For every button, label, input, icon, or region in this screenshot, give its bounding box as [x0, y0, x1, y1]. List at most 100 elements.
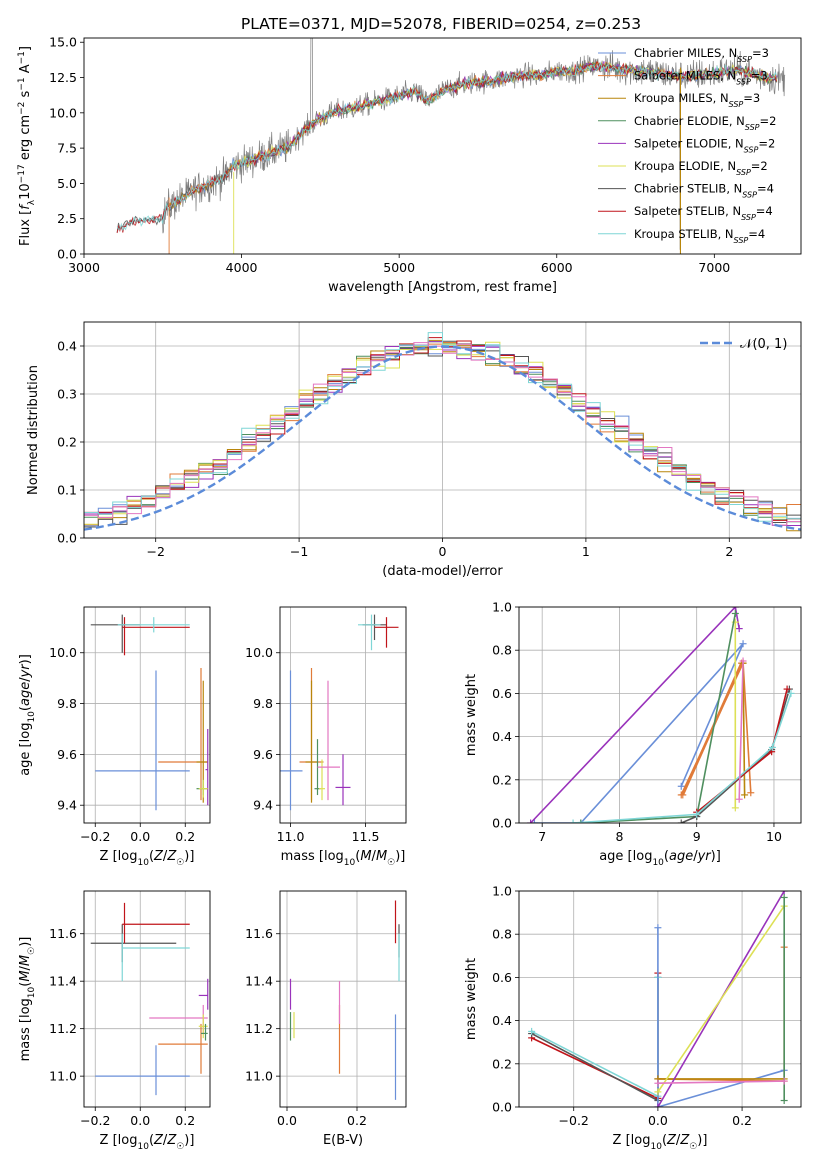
massweight-vs-age-marks [527, 607, 795, 823]
y-tick-label: 0.0 [57, 247, 77, 262]
legend-entry: Kroupa ELODIE, NSSP=2 [634, 159, 768, 177]
y-tick-label: 10.0 [49, 645, 77, 660]
x-axis-label: age [log10(age/yr)] [599, 849, 721, 868]
y-tick-label: 7.5 [57, 141, 77, 156]
weight-line-salpeter_stelib [531, 973, 659, 1100]
age-vs-mass-frame [279, 606, 407, 824]
legend-entry: Chabrier MILES, NSSP=3 [634, 46, 769, 64]
y-tick-label: 0.4 [492, 729, 512, 744]
weight-line-kroupa_stelib [531, 977, 659, 1098]
y-tick-label: 9.8 [57, 696, 77, 711]
y-tick-label: 9.8 [253, 696, 273, 711]
y-tick-label: 0.0 [492, 816, 512, 831]
y-tick-label: 11.4 [245, 974, 273, 989]
mass-vs-Z-panel: −0.2 0.0 0.2 11.0 11.2 11.4 11.6 Z [log10(Z/Z☉)… [18, 890, 211, 1152]
massweight-vs-age-panel: 7 8 9 10 0.0 0.2 0.4 0.6 0.8 1.0 age [log10(age/yr… [464, 600, 802, 868]
y-tick-label: 0.6 [492, 970, 512, 985]
figure-title: PLATE=0371, MJD=52078, FIBERID=0254, z=0… [241, 15, 641, 33]
y-tick-label: 0.6 [492, 686, 512, 701]
weight-line-salpeter_miles [681, 662, 743, 796]
x-tick-label: 9 [693, 829, 701, 844]
y-tick-label: 0.8 [492, 927, 512, 942]
weight-line-pink [738, 660, 744, 800]
x-tick-label: 0.2 [175, 829, 195, 844]
y-tick-label: 0.2 [492, 772, 512, 787]
weight-line-chabrier_stelib [680, 688, 791, 823]
x-tick-label: 0.0 [277, 1113, 297, 1128]
y-tick-label: 1.0 [492, 884, 512, 899]
y-tick-label: 0.0 [57, 531, 77, 546]
residuals-frame [83, 321, 802, 539]
residuals-marks [84, 332, 801, 532]
x-tick-label: 6000 [541, 260, 573, 275]
histogram-kroupa_stelib [84, 332, 801, 522]
x-axis-label: E(B-V) [323, 1133, 363, 1148]
x-tick-label: −0.2 [559, 1113, 589, 1128]
weight-line-kroupa_elodie [657, 905, 785, 1093]
mass-vs-Z-marks [90, 902, 209, 1096]
legend-entry: Chabrier ELODIE, NSSP=2 [634, 114, 776, 132]
x-tick-label: −1 [290, 544, 308, 559]
weight-line-chabrier_elodie [580, 613, 737, 823]
y-tick-label: 11.6 [49, 926, 77, 941]
y-tick-label: 11.4 [49, 974, 77, 989]
y-tick-label: 0.0 [492, 1100, 512, 1115]
x-axis-label: Z [log10(Z/Z☉)] [100, 849, 195, 868]
weight-line-salpeter_miles [657, 947, 785, 1082]
y-tick-label: 11.0 [245, 1069, 273, 1084]
x-tick-label: 0 [439, 544, 447, 559]
x-tick-label: 5000 [383, 260, 415, 275]
y-tick-label: 10.0 [245, 645, 273, 660]
massweight-vs-Z-panel: −0.2 0.0 0.2 0.0 0.2 0.4 0.6 0.8 1.0 Z [log10(Z/Z… [464, 884, 802, 1152]
y-tick-label: 1.0 [492, 600, 512, 615]
legend-entry: Salpeter MILES, NSSP=3 [634, 69, 768, 87]
age-vs-mass-marks [280, 614, 399, 811]
x-axis-label: Z [log10(Z/Z☉)] [613, 1133, 708, 1152]
legend-entry: 𝒩(0, 1) [740, 337, 787, 352]
legend-entry: Salpeter STELIB, NSSP=4 [634, 204, 773, 222]
x-tick-label: 11.0 [277, 829, 305, 844]
y-tick-label: 9.4 [253, 798, 273, 813]
spectrum-frame [83, 37, 802, 255]
spectrum-panel: 3000 4000 5000 6000 7000 0.0 2.5 5.0 7.5 10.0 12.5… [17, 35, 802, 295]
massweight-vs-age-frame [518, 606, 802, 824]
massweight-vs-Z-marks [528, 891, 788, 1107]
x-axis-label: mass [log10(M/M☉)] [281, 849, 406, 868]
x-tick-label: 0.0 [130, 1113, 150, 1128]
y-tick-label: 0.4 [57, 339, 77, 354]
x-tick-label: −0.2 [80, 1113, 110, 1128]
x-tick-label: 11.5 [352, 829, 380, 844]
x-tick-label: −0.2 [80, 829, 110, 844]
weight-line-pink [657, 1080, 785, 1084]
x-tick-label: 4000 [226, 260, 258, 275]
x-tick-label: 3000 [68, 260, 100, 275]
y-tick-label: 12.5 [49, 70, 77, 85]
residuals-panel: −2 −1 0 1 2 0.0 0.1 0.2 0.3 0.4 (data-model)/error… [26, 321, 802, 579]
y-tick-label: 5.0 [57, 176, 77, 191]
spectrum-marks [116, 38, 786, 254]
age-vs-Z-frame [83, 606, 211, 824]
y-tick-label: 9.6 [253, 747, 273, 762]
massweight-vs-Z-frame [518, 890, 802, 1108]
histogram-pink [84, 342, 801, 526]
y-axis-label: mass weight [464, 674, 479, 756]
spectrum-model-kroupa_stelib [116, 61, 778, 232]
y-tick-label: 0.2 [57, 435, 77, 450]
x-tick-label: 2 [725, 544, 733, 559]
y-tick-label: 11.2 [245, 1021, 273, 1036]
x-tick-label: 0.0 [648, 1113, 668, 1128]
y-tick-label: 9.6 [57, 747, 77, 762]
x-axis-label: Z [log10(Z/Z☉)] [100, 1133, 195, 1152]
y-tick-label: 11.6 [245, 926, 273, 941]
y-axis-label: mass [log10(M/M☉)] [18, 937, 37, 1062]
y-tick-label: 0.2 [492, 1056, 512, 1071]
age-vs-Z-marks [90, 614, 209, 811]
y-tick-label: 10.0 [49, 105, 77, 120]
y-tick-label: 0.8 [492, 643, 512, 658]
age-vs-mass-panel: 11.0 11.5 9.4 9.6 9.8 10.0 mass [log10(M/M☉)] [245, 606, 407, 868]
x-tick-label: −2 [146, 544, 164, 559]
x-tick-label: 1 [582, 544, 590, 559]
legend-entry: Kroupa STELIB, NSSP=4 [634, 227, 765, 245]
y-axis-label: Normed distribution [26, 365, 41, 495]
